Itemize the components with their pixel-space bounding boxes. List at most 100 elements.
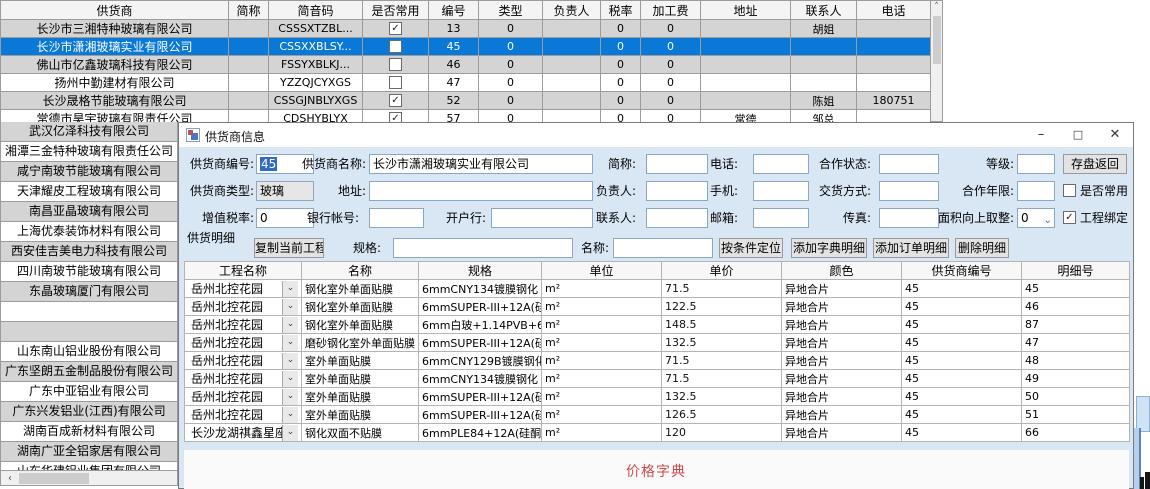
spec-filter-input[interactable]: [393, 238, 573, 258]
supplier-row[interactable]: 长沙市三湘特种玻璃有限公司 CSSSXTZBL... 13 0 0 0 胡姐: [0, 19, 931, 38]
manager-input[interactable]: [646, 181, 708, 201]
supplier-name[interactable]: 佛山市亿鑫玻璃科技有限公司: [0, 55, 229, 74]
project-combobox[interactable]: 岳州北控花园 ⌄: [184, 333, 302, 352]
project-combobox[interactable]: 岳州北控花园 ⌄: [184, 405, 302, 424]
dialog-titlebar[interactable]: 供货商信息 – □ ✕: [179, 123, 1133, 147]
detail-row[interactable]: 岳州北控花园 ⌄ 室外单面贴膜 6mmCNY129B镀膜钢化 m² 71.5 异地…: [184, 351, 1130, 370]
phone-input[interactable]: [753, 154, 809, 174]
round-up-combobox[interactable]: 0 ⌄: [1017, 208, 1055, 228]
delete-detail-button[interactable]: 删除明细: [955, 238, 1009, 258]
locate-button[interactable]: 按条件定位: [719, 238, 783, 258]
fax-input[interactable]: [879, 208, 939, 228]
close-button[interactable]: ✕: [1109, 127, 1121, 142]
vat-input[interactable]: 0: [256, 208, 314, 228]
col-header-unit[interactable]: 单位: [541, 261, 662, 280]
supplier-row[interactable]: 湖南百成新材料有限公司: [1, 422, 177, 442]
supplier-row[interactable]: 南昌亚晶玻璃有限公司: [1, 202, 177, 222]
supplier-name[interactable]: 扬州中勤建材有限公司: [0, 73, 229, 92]
mobile-input[interactable]: [753, 181, 809, 201]
add-dictionary-detail-button[interactable]: 添加字典明细: [791, 238, 867, 258]
save-return-button[interactable]: 存盘返回: [1063, 154, 1127, 174]
col-header-address[interactable]: 地址: [700, 0, 791, 20]
supplier-row[interactable]: 东晶玻璃厦门有限公司: [1, 282, 177, 302]
supplier-row[interactable]: 湘潭三金特种玻璃有限责任公司: [1, 142, 177, 162]
is-common-checkbox-group[interactable]: 是否常用: [1063, 181, 1128, 201]
supplier-row[interactable]: 天津耀皮工程玻璃有限公司: [1, 182, 177, 202]
col-header-detail-id[interactable]: 明细号: [1021, 261, 1130, 280]
scrollbar-thumb[interactable]: [933, 16, 941, 64]
binding-checkbox[interactable]: [1063, 211, 1076, 224]
price-cell[interactable]: 71.5: [661, 351, 782, 370]
col-header-tax[interactable]: 税率: [600, 0, 641, 20]
detail-row[interactable]: 岳州北控花园⌄ 室外单面贴膜 6mmSUPER-III+12A(硅... m² …: [184, 405, 1130, 424]
supplier-row[interactable]: 咸宁南玻节能玻璃有限公司: [1, 162, 177, 182]
project-combobox[interactable]: 岳州北控花园 ⌄: [184, 387, 302, 406]
price-cell[interactable]: 132.5: [661, 333, 782, 352]
email-input[interactable]: [753, 208, 809, 228]
scroll-up-icon[interactable]: ˄: [934, 2, 939, 12]
project-combobox[interactable]: 长沙龙湖祺鑫星座 ⌄: [184, 423, 302, 442]
supplier-row[interactable]: 广东中亚铝业有限公司: [1, 382, 177, 402]
project-combobox[interactable]: 岳州北控花园 ⌄: [184, 369, 302, 388]
detail-row[interactable]: 岳州北控花园⌄ 钢化室外单面贴膜 6mm白玻+1.14PVB+6mm... m²…: [184, 315, 1130, 334]
price-cell[interactable]: 120: [661, 423, 782, 442]
col-header-price[interactable]: 单价: [661, 261, 782, 280]
chevron-down-icon[interactable]: ⌄: [282, 280, 298, 297]
supplier-name[interactable]: 长沙晟格节能玻璃有限公司: [0, 91, 229, 110]
col-header-code[interactable]: 简音码: [268, 0, 363, 20]
col-header-spec[interactable]: 规格: [418, 261, 542, 280]
detail-row[interactable]: 岳州北控花园⌄ 钢化室外单面贴膜 6mmSUPER-III+12A(硅... m…: [184, 297, 1130, 316]
supplier-row[interactable]: 上海优泰装饰材料有限公司: [1, 222, 177, 242]
detail-row[interactable]: 岳州北控花园 ⌄ 室外单面贴膜 6mmCNY134镀膜钢化 m² 71.5 异地合…: [184, 369, 1130, 388]
col-header-manager[interactable]: 负责人: [542, 0, 601, 20]
supplier-row-selected[interactable]: 长沙市潇湘玻璃实业有限公司 CSSXXBLSY... 45 0 0 0: [0, 37, 931, 56]
col-header-phone[interactable]: 电话: [856, 0, 931, 20]
col-header-short-name[interactable]: 简称: [228, 0, 269, 20]
supplier-row-empty[interactable]: [1, 322, 177, 342]
chevron-down-icon[interactable]: ⌄: [282, 370, 298, 387]
bank-input[interactable]: [491, 208, 593, 228]
add-order-detail-button[interactable]: 添加订单明细: [873, 238, 949, 258]
price-cell[interactable]: 148.5: [661, 315, 782, 334]
supplier-row-empty[interactable]: [1, 302, 177, 322]
project-combobox[interactable]: 岳州北控花园 ⌄: [184, 297, 302, 316]
col-header-supplier[interactable]: 供货商: [0, 0, 229, 20]
chevron-down-icon[interactable]: ⌄: [282, 388, 298, 405]
chevron-down-icon[interactable]: ⌄: [282, 316, 298, 333]
binding-checkbox-group[interactable]: 工程绑定: [1063, 208, 1128, 228]
supplier-row-clipped[interactable]: 山东华建铝业集团有限公司: [1, 462, 177, 470]
common-checkbox[interactable]: [389, 40, 402, 54]
supplier-row[interactable]: 扬州中勤建材有限公司 YZZQJCYXGS 47 0 0 0: [0, 73, 931, 92]
supplier-row[interactable]: 广东兴发铝业(江西)有限公司: [1, 402, 177, 422]
supplier-row[interactable]: 西安佳吉美电力科技有限公司: [1, 242, 177, 262]
col-header-color[interactable]: 颜色: [781, 261, 902, 280]
coop-years-input[interactable]: [1017, 181, 1055, 201]
price-cell[interactable]: 71.5: [661, 369, 782, 388]
col-header-project[interactable]: 工程名称: [184, 261, 302, 280]
grade-input[interactable]: [1017, 154, 1055, 174]
supplier-row[interactable]: 山东南山铝业股份有限公司: [1, 342, 177, 362]
price-cell[interactable]: 122.5: [661, 297, 782, 316]
minimize-button[interactable]: –: [1037, 127, 1045, 142]
col-header-common[interactable]: 是否常用: [362, 0, 429, 20]
name-filter-input[interactable]: [613, 238, 713, 258]
col-header-fee[interactable]: 加工费: [640, 0, 701, 20]
supplier-row[interactable]: 湖南广亚全铝家居有限公司: [1, 442, 177, 462]
supplier-no-input[interactable]: 45: [256, 154, 314, 174]
scrollbar-thumb[interactable]: [19, 473, 89, 484]
contact-input[interactable]: [646, 208, 708, 228]
address-input[interactable]: [369, 181, 593, 201]
col-header-type[interactable]: 类型: [478, 0, 543, 20]
col-header-supplier-id[interactable]: 供货商编号: [901, 261, 1022, 280]
scroll-left-icon[interactable]: ‹: [8, 473, 12, 484]
supplier-row[interactable]: 广东坚朗五金制品股份有限公司: [1, 362, 177, 382]
project-combobox[interactable]: 岳州北控花园 ⌄: [184, 315, 302, 334]
chevron-down-icon[interactable]: ⌄: [282, 298, 298, 315]
copy-project-button[interactable]: 复制当前工程: [254, 238, 324, 258]
chevron-down-icon[interactable]: ⌄: [282, 352, 298, 369]
supplier-name[interactable]: 长沙市三湘特种玻璃有限公司: [0, 19, 229, 38]
common-checkbox[interactable]: [389, 94, 402, 108]
maximize-button[interactable]: □: [1072, 128, 1084, 141]
is-common-checkbox[interactable]: [1063, 184, 1076, 197]
detail-row[interactable]: 长沙龙湖祺鑫星座⌄ 钢化双面不贴膜 6mmPLE84+12A(硅酮胶... m²…: [184, 423, 1130, 442]
